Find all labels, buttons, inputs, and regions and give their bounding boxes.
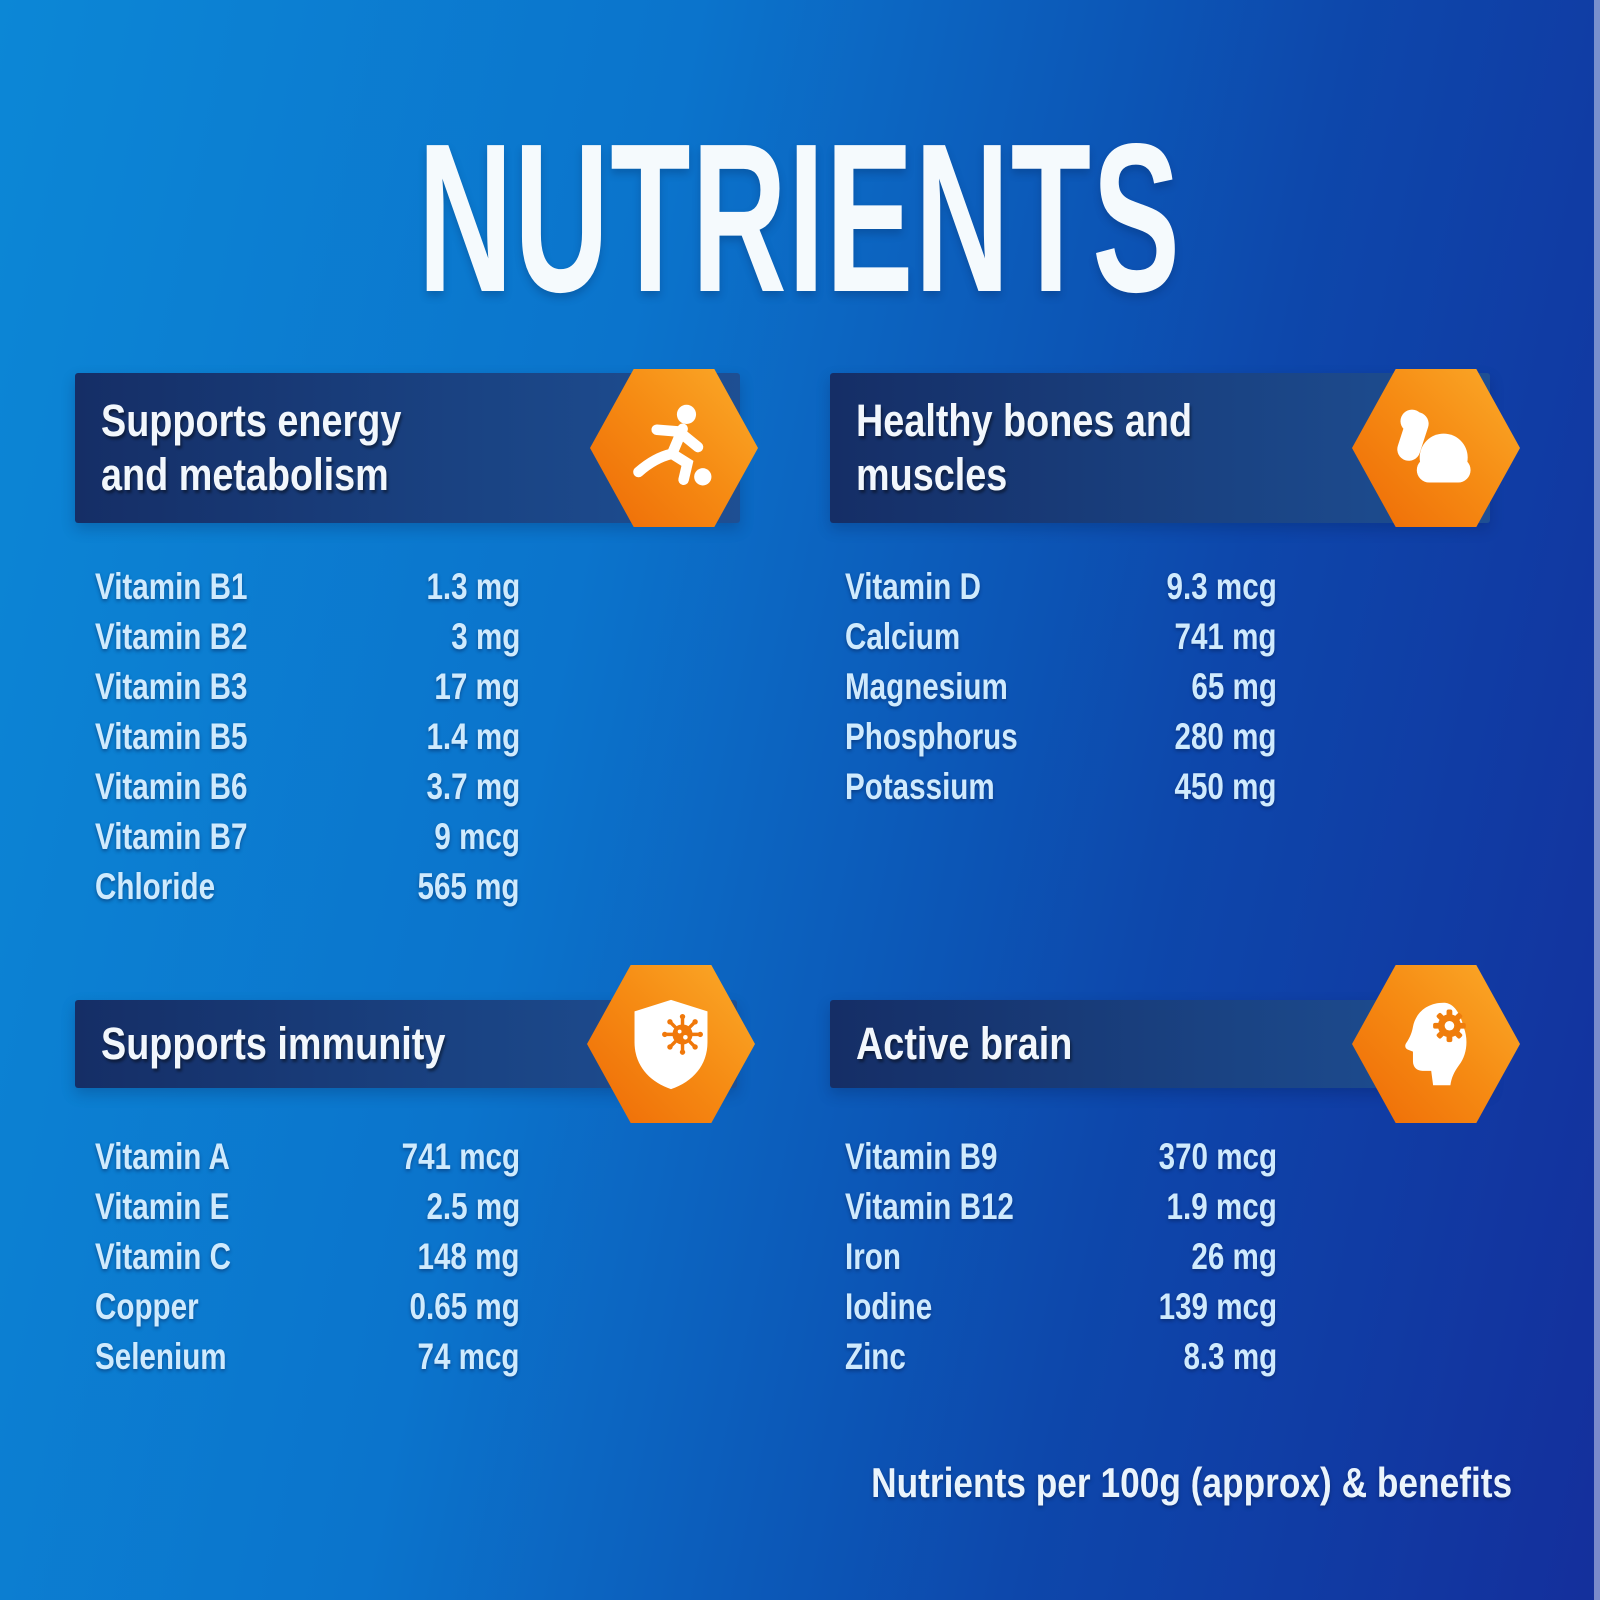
nutrient-value: 280 mg [1174,716,1277,757]
nutrient-name: Vitamin B12 [845,1186,1014,1227]
section-title-line: and metabolism [101,449,389,500]
nutrient-value: 0.65 mg [409,1286,520,1327]
nutrient-value: 741 mg [1174,616,1277,657]
flexed-bicep-icon [1397,409,1471,483]
hexagon-badge [587,965,755,1123]
nutrient-row: Vitamin B1 1.3 mg [95,562,520,612]
nutrient-value: 1.9 mcg [1166,1186,1277,1227]
nutrient-list-brain: Vitamin B9 370 mcg Vitamin B12 1.9 mcg Iron 2… [845,1132,1277,1382]
running-person-icon [633,404,712,486]
nutrient-row: Vitamin B12 1.9 mcg [845,1182,1277,1232]
nutrient-row: Vitamin C 148 mg [95,1232,520,1282]
section-title-line: Active brain [856,1018,1073,1069]
nutrient-row: Vitamin B5 1.4 mg [95,712,520,762]
section-active-brain: Active brain [830,965,1520,1123]
shield-virus-icon [634,999,708,1090]
nutrient-name: Potassium [845,766,995,807]
nutrient-row: Vitamin D 9.3 mcg [845,562,1277,612]
nutrient-name: Iodine [845,1286,933,1327]
nutrient-row: Selenium 74 mcg [95,1332,520,1382]
nutrient-value: 9.3 mcg [1166,566,1277,607]
nutrient-value: 3 mg [450,616,520,657]
nutrient-row: Vitamin B6 3.7 mg [95,762,520,812]
nutrient-name: Vitamin D [845,566,981,607]
hexagon-badge [1352,965,1520,1123]
section-title-line: Supports energy [101,395,402,446]
nutrient-name: Magnesium [845,666,1008,707]
section-energy-metabolism: Supports energy and metabolism [75,369,758,527]
nutrient-row: Vitamin A 741 mcg [95,1132,520,1182]
page-title-text: NUTRIENTS [418,99,1182,336]
nutrient-row: Phosphorus 280 mg [845,712,1277,762]
nutrient-list-energy: Vitamin B1 1.3 mg Vitamin B2 3 mg Vitamin B3… [95,562,520,912]
nutrient-value: 148 mg [417,1236,520,1277]
page-title: NUTRIENTS [0,112,1600,324]
nutrient-value: 741 mcg [401,1136,520,1177]
nutrient-row: Magnesium 65 mg [845,662,1277,712]
nutrient-value: 9 mcg [434,816,520,857]
nutrient-value: 3.7 mg [426,766,520,807]
nutrient-name: Copper [95,1286,199,1327]
nutrient-value: 74 mcg [417,1336,520,1377]
nutrient-name: Vitamin B2 [95,616,248,657]
head-gear-icon [1405,1002,1467,1086]
nutrient-name: Vitamin C [95,1236,231,1277]
nutrient-name: Vitamin B1 [95,566,248,607]
section-title-line: Supports immunity [101,1018,446,1069]
nutrient-name: Vitamin B7 [95,816,248,857]
nutrient-row: Potassium 450 mg [845,762,1277,812]
nutrient-row: Vitamin E 2.5 mg [95,1182,520,1232]
nutrient-name: Chloride [95,866,216,907]
nutrient-value: 8.3 mg [1183,1336,1277,1377]
nutrient-value: 450 mg [1174,766,1277,807]
nutrient-name: Vitamin B6 [95,766,248,807]
nutrient-value: 65 mg [1191,666,1277,707]
nutrient-row: Zinc 8.3 mg [845,1332,1277,1382]
nutrient-row: Iron 26 mg [845,1232,1277,1282]
nutrient-row: Copper 0.65 mg [95,1282,520,1332]
nutrient-row: Vitamin B2 3 mg [95,612,520,662]
nutrient-row: Chloride 565 mg [95,862,520,912]
nutrient-value: 1.3 mg [426,566,520,607]
nutrient-value: 565 mg [417,866,520,907]
nutrient-value: 2.5 mg [426,1186,520,1227]
nutrient-value: 26 mg [1191,1236,1277,1277]
per-100g-note-text: Nutrients per 100g (approx) & benefits [870,1459,1512,1506]
nutrient-row: Vitamin B9 370 mcg [845,1132,1277,1182]
nutrient-row: Calcium 741 mg [845,612,1277,662]
nutrient-row: Vitamin B7 9 mcg [95,812,520,862]
nutrient-list-bones: Vitamin D 9.3 mcg Calcium 741 mg Magnesium 65… [845,562,1277,812]
per-100g-note: Nutrients per 100g (approx) & benefits [749,1459,1512,1507]
nutrient-row: Vitamin B3 17 mg [95,662,520,712]
right-edge-strip [1594,0,1600,1600]
nutrient-name: Vitamin A [95,1136,230,1177]
nutrient-value: 139 mcg [1158,1286,1277,1327]
nutrient-name: Vitamin B5 [95,716,248,757]
section-title-line: Healthy bones and [856,395,1193,446]
nutrient-name: Phosphorus [845,716,1018,757]
nutrient-value: 370 mcg [1158,1136,1277,1177]
section-immunity: Supports immunity [75,965,755,1123]
nutrient-value: 1.4 mg [426,716,520,757]
nutrient-name: Iron [845,1236,901,1277]
section-title-line: muscles [856,449,1008,500]
nutrient-name: Vitamin E [95,1186,230,1227]
nutrient-name: Selenium [95,1336,227,1377]
nutrient-name: Vitamin B9 [845,1136,998,1177]
nutrient-name: Zinc [845,1336,906,1377]
nutrient-name: Vitamin B3 [95,666,248,707]
section-bones-muscles: Healthy bones and muscles [830,369,1520,527]
nutrient-name: Calcium [845,616,961,657]
nutrient-list-immunity: Vitamin A 741 mcg Vitamin E 2.5 mg Vitamin C… [95,1132,520,1382]
nutrient-row: Iodine 139 mcg [845,1282,1277,1332]
nutrient-value: 17 mg [434,666,520,707]
